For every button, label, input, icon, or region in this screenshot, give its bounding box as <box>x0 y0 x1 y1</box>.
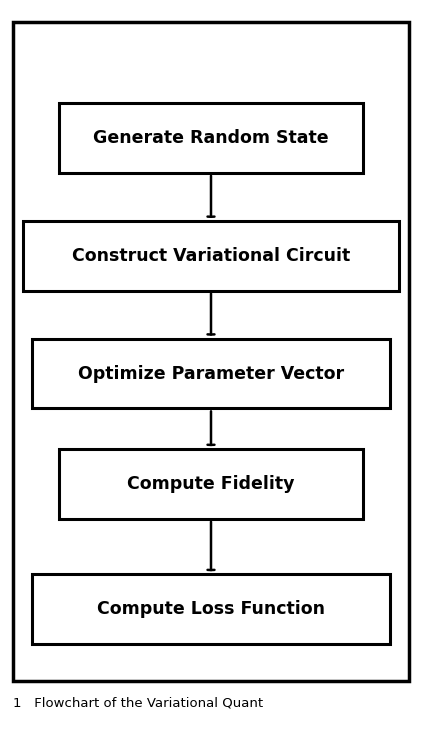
Bar <box>32 339 390 408</box>
Bar <box>32 574 390 644</box>
Text: 1   Flowchart of the Variational Quant: 1 Flowchart of the Variational Quant <box>13 696 263 710</box>
Bar <box>59 449 363 519</box>
Bar <box>13 22 409 681</box>
Text: Generate Random State: Generate Random State <box>93 129 329 147</box>
Text: Optimize Parameter Vector: Optimize Parameter Vector <box>78 364 344 383</box>
Text: Compute Loss Function: Compute Loss Function <box>97 600 325 618</box>
Bar <box>23 221 399 291</box>
Text: Compute Fidelity: Compute Fidelity <box>127 475 295 493</box>
Bar <box>59 103 363 173</box>
Text: Construct Variational Circuit: Construct Variational Circuit <box>72 247 350 265</box>
